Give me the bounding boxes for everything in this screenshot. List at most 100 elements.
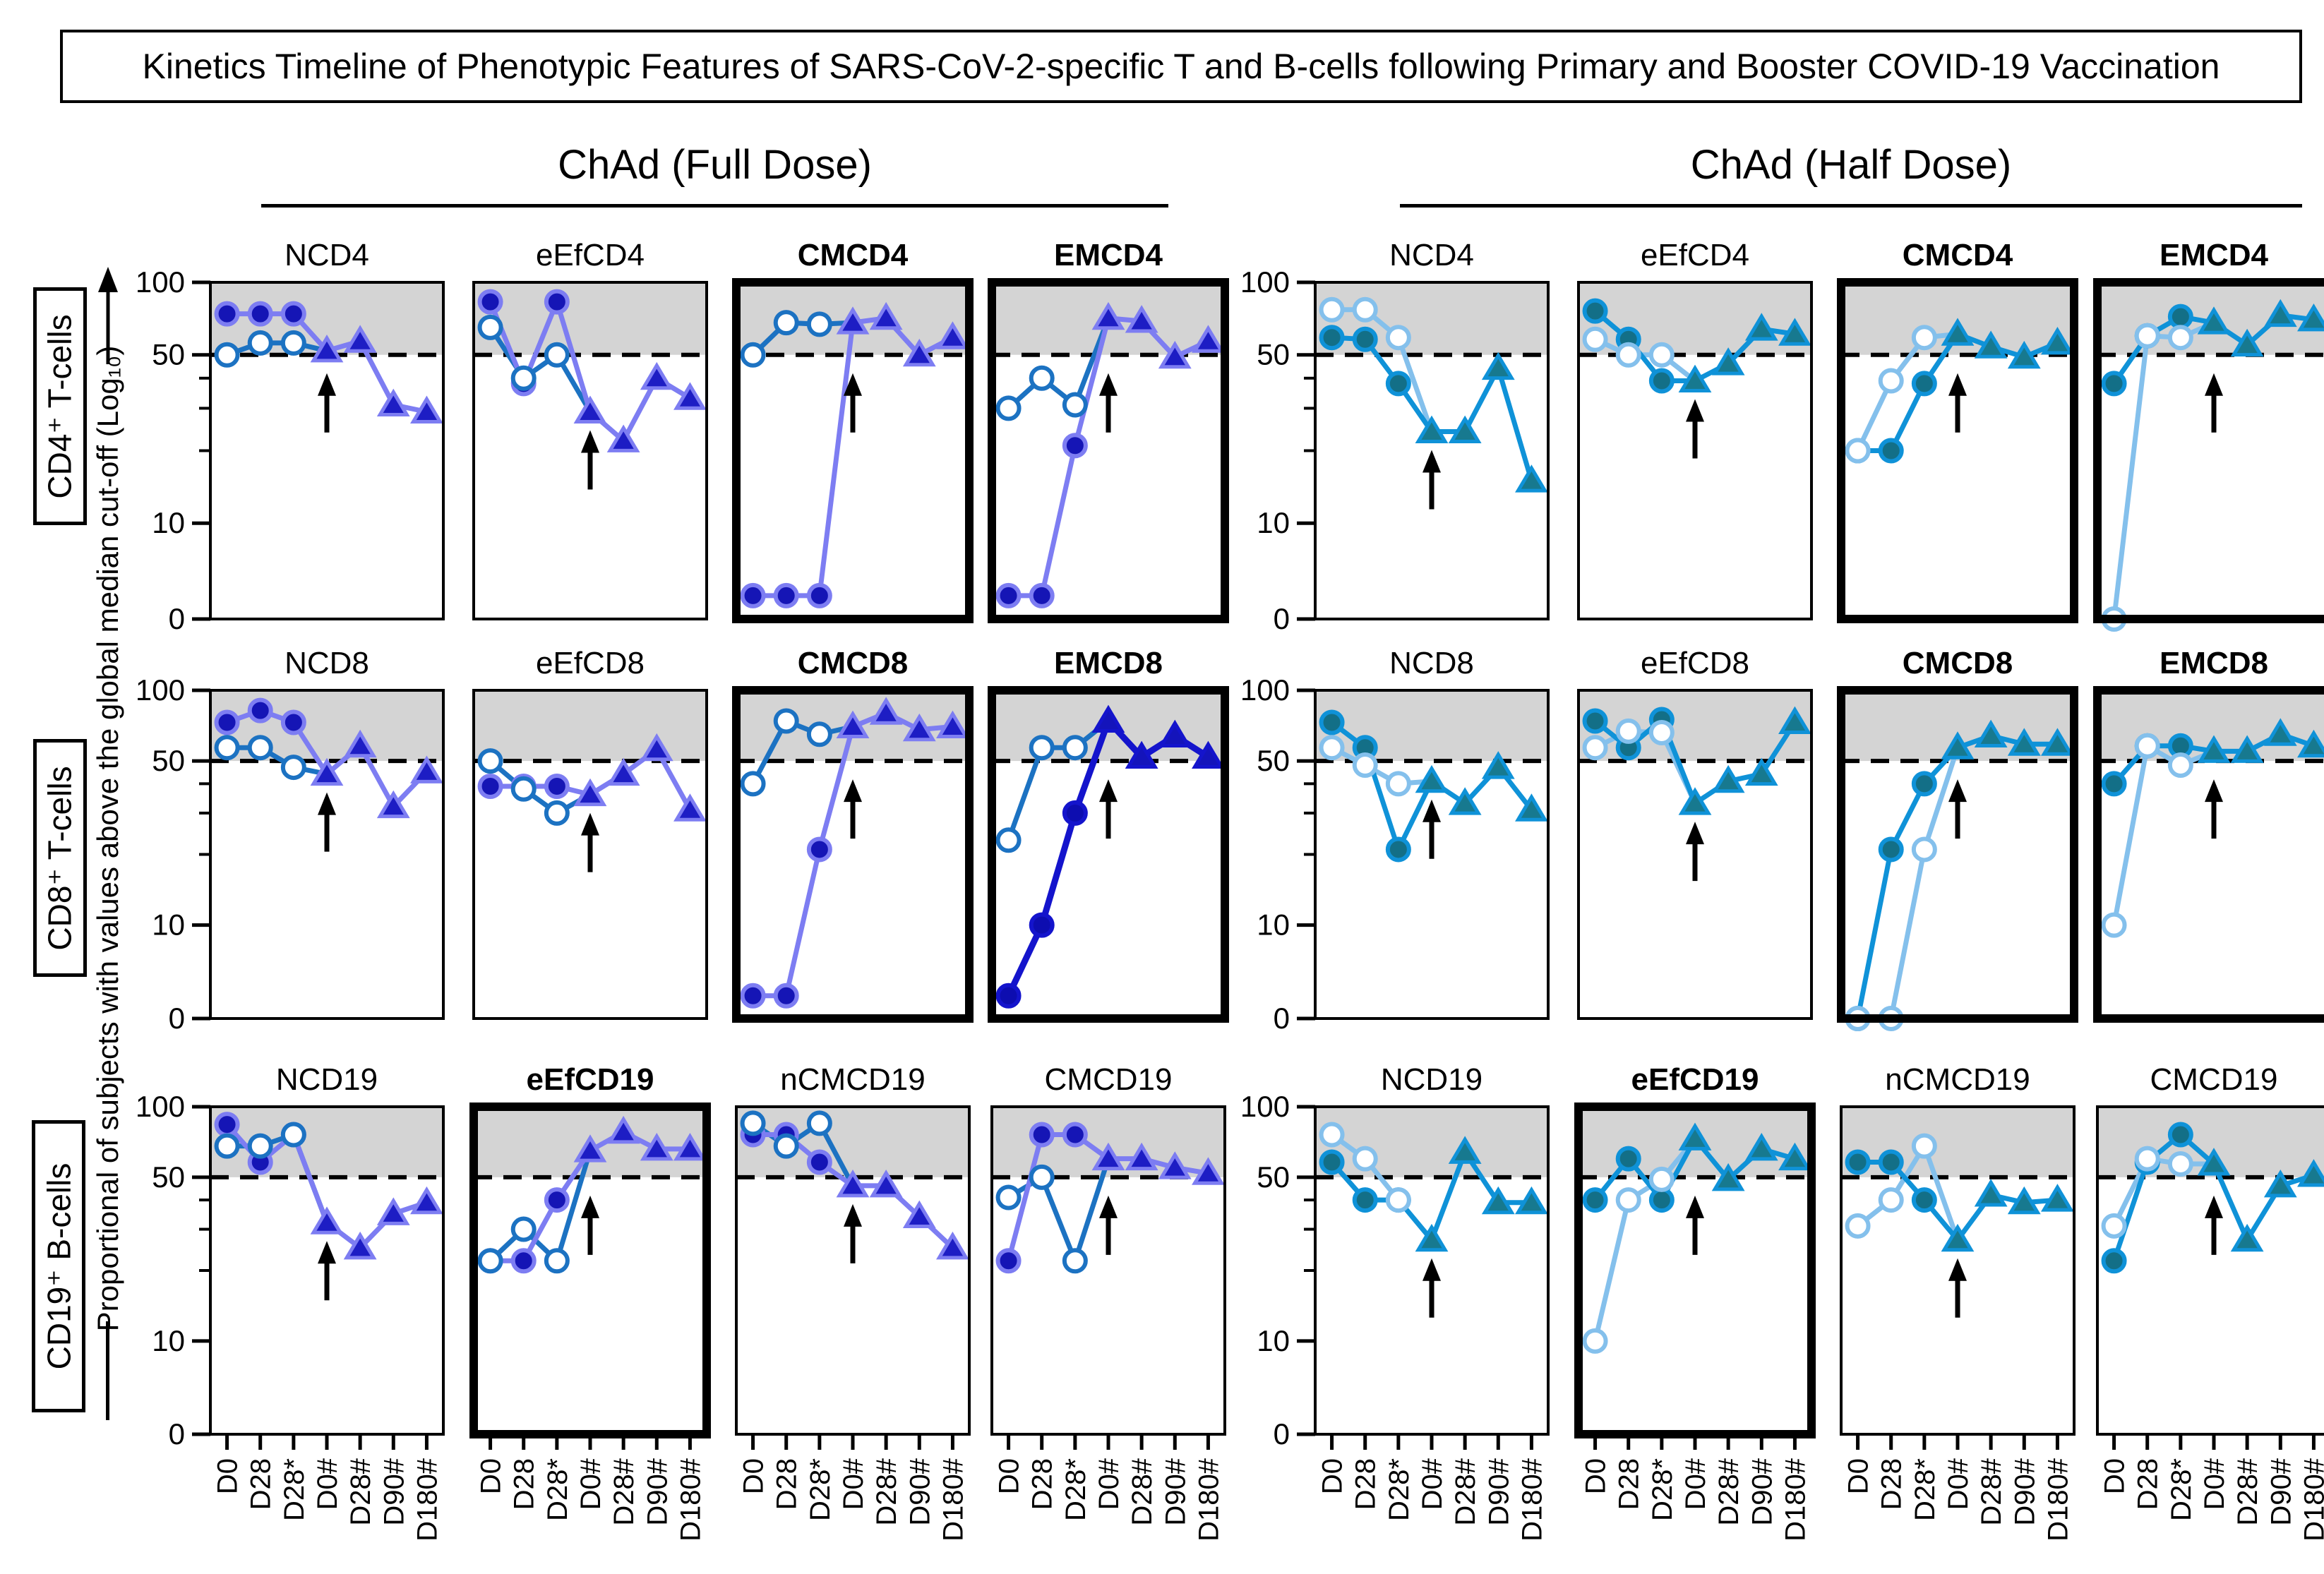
- svg-text:EMCD4: EMCD4: [1054, 238, 1163, 272]
- svg-text:eEfCD4: eEfCD4: [1641, 238, 1749, 272]
- panel-CMCD19-half-dose: CMCD19 D0 D28 D28* D0# D28# D90# D180#: [2096, 1062, 2324, 1542]
- svg-text:50: 50: [152, 1160, 185, 1194]
- svg-text:NCD4: NCD4: [284, 238, 369, 272]
- panel-eEfCD4-half-dose: eEfCD4: [1577, 238, 1813, 620]
- svg-text:D0: D0: [1581, 1458, 1612, 1494]
- group-underline-half-dose: [1400, 204, 2302, 208]
- svg-text:eEfCD8: eEfCD8: [536, 646, 645, 680]
- svg-text:D28: D28: [1027, 1458, 1058, 1510]
- svg-text:D28#: D28#: [1450, 1458, 1481, 1525]
- svg-text:0: 0: [1274, 1002, 1290, 1035]
- svg-text:D90#: D90#: [2009, 1458, 2040, 1525]
- svg-text:D28: D28: [2133, 1458, 2164, 1510]
- svg-text:D180#: D180#: [412, 1458, 443, 1542]
- svg-text:D0#: D0#: [2199, 1458, 2230, 1510]
- svg-text:EMCD8: EMCD8: [1054, 646, 1163, 680]
- panel-eEfCD4-full-dose: eEfCD4: [472, 238, 708, 620]
- svg-text:D28*: D28*: [1910, 1458, 1941, 1521]
- svg-text:D28#: D28#: [1976, 1458, 2007, 1525]
- figure-title-box: Kinetics Timeline of Phenotypic Features…: [60, 30, 2302, 103]
- svg-text:CMCD4: CMCD4: [798, 238, 909, 272]
- svg-text:D90#: D90#: [904, 1458, 935, 1525]
- svg-text:D28: D28: [509, 1458, 540, 1510]
- svg-text:D180#: D180#: [1193, 1458, 1224, 1542]
- svg-text:CMCD19: CMCD19: [1045, 1062, 1173, 1097]
- svg-text:100: 100: [136, 673, 185, 707]
- y-axis-arrow-icon: [98, 267, 118, 364]
- svg-text:D28: D28: [1614, 1458, 1645, 1510]
- svg-text:10: 10: [1257, 908, 1290, 942]
- svg-text:D28*: D28*: [542, 1458, 573, 1521]
- svg-text:D180#: D180#: [675, 1458, 706, 1542]
- panel-EMCD4-half-dose: EMCD4: [2093, 238, 2324, 632]
- svg-text:D0#: D0#: [312, 1458, 343, 1510]
- svg-text:eEfCD19: eEfCD19: [1631, 1062, 1759, 1097]
- svg-text:CMCD8: CMCD8: [1903, 646, 2013, 680]
- svg-text:10: 10: [152, 506, 185, 539]
- svg-text:D180#: D180#: [2042, 1458, 2073, 1542]
- svg-text:EMCD8: EMCD8: [2160, 646, 2268, 680]
- svg-text:NCD19: NCD19: [276, 1062, 378, 1097]
- svg-text:D28#: D28#: [1127, 1458, 1158, 1525]
- svg-text:D28*: D28*: [1384, 1458, 1415, 1521]
- svg-text:100: 100: [136, 1090, 185, 1123]
- svg-text:D0: D0: [738, 1458, 769, 1494]
- group-header-half-dose: ChAd (Half Dose): [1690, 142, 2012, 188]
- svg-text:D0#: D0#: [1680, 1458, 1711, 1510]
- y-axis-label-line: [106, 1321, 109, 1420]
- panel-CMCD4-full-dose: CMCD4: [732, 238, 974, 623]
- svg-text:D0: D0: [1317, 1458, 1348, 1494]
- panel-nCMCD19-half-dose: nCMCD19 D0 D28 D28* D0# D28# D90# D180#: [1840, 1062, 2076, 1542]
- svg-text:D90#: D90#: [378, 1458, 409, 1525]
- panel-eEfCD19-half-dose: eEfCD19 D0 D28 D28* D0# D28# D90# D180#: [1574, 1062, 1816, 1542]
- svg-text:eEfCD4: eEfCD4: [536, 238, 645, 272]
- svg-text:D28#: D28#: [871, 1458, 902, 1525]
- svg-text:10: 10: [152, 1324, 185, 1357]
- svg-text:nCMCD19: nCMCD19: [1885, 1062, 2030, 1097]
- svg-text:D90#: D90#: [2265, 1458, 2296, 1525]
- row-label-cd4: CD4⁺ T-cells: [33, 287, 87, 525]
- panel-CMCD8-full-dose: CMCD8: [732, 646, 974, 1023]
- svg-text:D90#: D90#: [642, 1458, 673, 1525]
- svg-text:D28: D28: [246, 1458, 277, 1510]
- svg-text:D28*: D28*: [279, 1458, 310, 1521]
- svg-text:D28: D28: [1876, 1458, 1907, 1510]
- svg-text:D0#: D0#: [1094, 1458, 1125, 1510]
- svg-text:0: 0: [1274, 602, 1290, 635]
- svg-text:D28*: D28*: [1060, 1458, 1091, 1521]
- svg-text:D0: D0: [476, 1458, 507, 1494]
- panel-eEfCD8-half-dose: eEfCD8: [1577, 646, 1813, 1020]
- panel-nCMCD19-full-dose: nCMCD19 D0 D28 D28* D0# D28# D90# D180#: [735, 1062, 971, 1542]
- svg-text:50: 50: [152, 744, 185, 777]
- svg-text:100: 100: [1240, 673, 1290, 707]
- svg-text:D28*: D28*: [1647, 1458, 1678, 1521]
- panel-EMCD8-full-dose: EMCD8: [988, 646, 1229, 1023]
- svg-text:NCD4: NCD4: [1389, 238, 1474, 272]
- svg-text:CMCD8: CMCD8: [798, 646, 908, 680]
- svg-text:CMCD19: CMCD19: [2150, 1062, 2278, 1097]
- svg-text:D28#: D28#: [609, 1458, 640, 1525]
- svg-text:NCD8: NCD8: [1389, 646, 1474, 680]
- svg-text:EMCD4: EMCD4: [2160, 238, 2269, 272]
- figure-title: Kinetics Timeline of Phenotypic Features…: [142, 47, 2220, 86]
- svg-text:D28*: D28*: [805, 1458, 836, 1521]
- svg-text:0: 0: [169, 1002, 185, 1035]
- svg-text:50: 50: [1257, 338, 1290, 371]
- svg-text:eEfCD19: eEfCD19: [527, 1062, 654, 1097]
- svg-text:NCD8: NCD8: [284, 646, 369, 680]
- svg-text:D0#: D0#: [575, 1458, 606, 1510]
- svg-text:10: 10: [152, 908, 185, 942]
- panel-CMCD4-half-dose: CMCD4: [1837, 238, 2078, 623]
- svg-text:CMCD4: CMCD4: [1903, 238, 2013, 272]
- panel-eEfCD19-full-dose: eEfCD19 D0 D28 D28* D0# D28# D90# D180#: [469, 1062, 711, 1542]
- svg-text:0: 0: [1274, 1417, 1290, 1450]
- group-header-full-dose: ChAd (Full Dose): [558, 142, 872, 188]
- svg-text:D180#: D180#: [2299, 1458, 2324, 1542]
- svg-text:D0#: D0#: [1943, 1458, 1974, 1510]
- svg-text:50: 50: [1257, 744, 1290, 777]
